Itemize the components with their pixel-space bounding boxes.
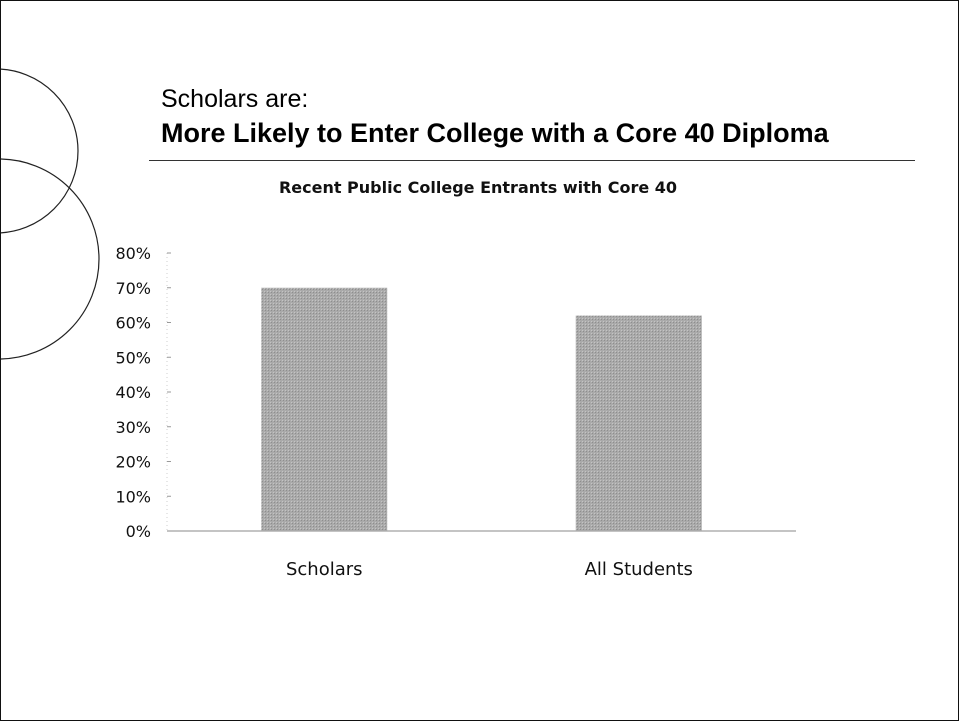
- y-tick-label: 50%: [115, 348, 151, 367]
- y-tick-label: 20%: [115, 453, 151, 472]
- y-tick-label: 30%: [115, 418, 151, 437]
- y-axis: 0% 10% 20% 30% 40% 50% 60% 70% 80%: [115, 244, 171, 541]
- y-tick-label: 60%: [115, 314, 151, 333]
- x-category-label: All Students: [585, 559, 693, 580]
- decorative-circle-large: [1, 68, 79, 234]
- y-tick-label: 0%: [126, 522, 151, 541]
- slide-title: More Likely to Enter College with a Core…: [161, 118, 829, 148]
- bar-all-students: [575, 315, 702, 531]
- x-axis-labels: Scholars All Students: [286, 559, 693, 580]
- y-tick-label: 10%: [115, 487, 151, 506]
- chart-title: Recent Public College Entrants with Core…: [279, 178, 677, 197]
- decorative-circle-lower: [1, 158, 100, 360]
- bar-scholars: [261, 287, 388, 531]
- bars: [167, 287, 796, 532]
- title-divider: [149, 160, 915, 161]
- y-tick-label: 80%: [115, 244, 151, 263]
- y-tick-label: 40%: [115, 383, 151, 402]
- x-category-label: Scholars: [286, 559, 363, 580]
- slide-subtitle: Scholars are:: [161, 85, 309, 113]
- y-tick-label: 70%: [115, 279, 151, 298]
